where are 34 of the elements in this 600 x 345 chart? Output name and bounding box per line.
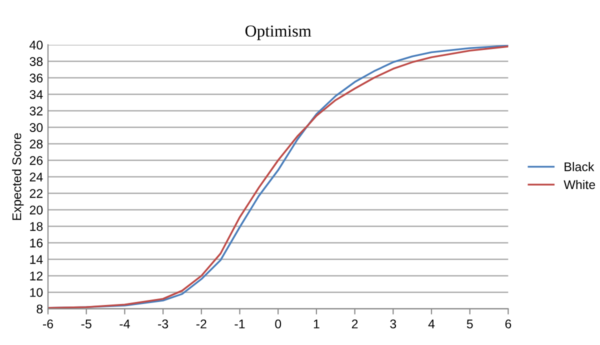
y-axis-title: Expected Score [12, 133, 24, 220]
x-tick-label: -3 [158, 320, 168, 328]
y-tick-label: 12 [30, 272, 43, 280]
x-tick-label: -5 [81, 320, 92, 328]
y-tick-label: 38 [30, 57, 43, 66]
y-tick-label: 18 [30, 222, 43, 231]
x-tick-label: -6 [43, 320, 54, 328]
y-tick-label: 24 [30, 172, 43, 182]
y-tick-label: 26 [30, 156, 43, 165]
chart-title: Optimism [245, 25, 312, 40]
y-tick-label: 14 [30, 255, 43, 264]
y-tick-label: 36 [30, 74, 43, 82]
x-tick-label: 4 [428, 320, 435, 328]
y-tick-label: 30 [30, 123, 43, 132]
x-tick-label: 2 [352, 320, 358, 328]
legend-label: Black [564, 162, 594, 172]
x-tick-label: 6 [505, 320, 512, 328]
x-tick-label: -2 [196, 320, 206, 328]
x-tick-label: 5 [466, 320, 473, 328]
y-tick-label: 34 [30, 90, 43, 99]
y-tick-label: 28 [30, 140, 43, 148]
y-tick-label: 20 [30, 206, 43, 214]
x-tick-label: 1 [314, 320, 320, 328]
legend-label: White [564, 180, 596, 190]
x-tick-label: -1 [234, 320, 245, 328]
x-tick-label: 3 [390, 320, 396, 328]
y-tick-label: 32 [30, 106, 43, 116]
y-tick-label: 8 [36, 304, 43, 314]
y-tick-label: 10 [30, 288, 43, 297]
y-tick-label: 16 [30, 238, 43, 248]
x-tick-label: -4 [120, 320, 130, 328]
y-tick-label: 40 [30, 40, 43, 50]
x-tick-label: 0 [275, 320, 282, 328]
y-tick-label: 22 [30, 189, 43, 198]
